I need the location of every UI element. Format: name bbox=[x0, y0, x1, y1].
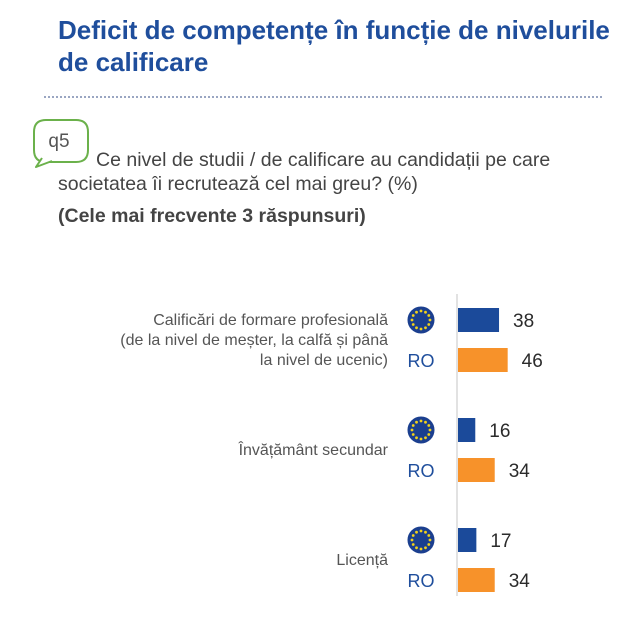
eu-flag-star bbox=[415, 436, 418, 440]
value-label: 34 bbox=[509, 461, 531, 482]
eu-flag-star bbox=[424, 436, 427, 440]
eu-flag-star bbox=[424, 310, 427, 314]
eu-flag-star bbox=[411, 424, 415, 427]
bar bbox=[458, 568, 495, 592]
eu-flag-star bbox=[427, 543, 431, 546]
question-number: q5 bbox=[48, 131, 69, 152]
eu-flag-icon bbox=[406, 415, 436, 445]
eu-flag-star bbox=[419, 437, 423, 441]
category-label: (de la nivel de meșter, la calfă și până bbox=[120, 332, 388, 349]
eu-flag-star bbox=[410, 318, 414, 322]
bar bbox=[458, 348, 508, 372]
eu-flag-star bbox=[428, 428, 432, 432]
bar bbox=[458, 528, 477, 552]
eu-flag-star bbox=[415, 326, 418, 330]
eu-flag-star bbox=[424, 326, 427, 330]
series-label-ro: RO bbox=[408, 351, 435, 371]
category-label: Licență bbox=[336, 552, 388, 569]
eu-flag-star bbox=[419, 547, 423, 551]
eu-flag-star bbox=[424, 530, 427, 534]
eu-flag-star bbox=[427, 433, 431, 436]
bar bbox=[458, 418, 476, 442]
bar bbox=[458, 458, 495, 482]
category-label: Învățământ secundar bbox=[238, 440, 389, 459]
eu-flag-star bbox=[415, 420, 418, 424]
category-label: la nivel de ucenic) bbox=[260, 352, 388, 369]
eu-flag-star bbox=[427, 424, 431, 427]
divider bbox=[44, 96, 602, 98]
eu-flag-star bbox=[415, 530, 418, 534]
eu-flag-star bbox=[411, 534, 415, 537]
eu-flag-icon bbox=[406, 305, 436, 335]
value-label: 46 bbox=[522, 351, 543, 372]
speech-bubble-icon bbox=[33, 119, 89, 163]
eu-flag-star bbox=[411, 543, 415, 546]
series-label-ro: RO bbox=[408, 571, 435, 591]
eu-flag-star bbox=[428, 538, 432, 542]
eu-flag-star bbox=[427, 314, 431, 317]
question-text: Ce nivel de studii / de calificare au ca… bbox=[58, 149, 551, 195]
eu-flag-star bbox=[428, 318, 432, 322]
series-label-ro: RO bbox=[408, 461, 435, 481]
eu-flag-star bbox=[419, 529, 423, 533]
question-subtitle: (Cele mai frecvente 3 răspunsuri) bbox=[58, 205, 366, 227]
value-label: 38 bbox=[513, 311, 534, 332]
page-title: Deficit de competențe în funcție de nive… bbox=[58, 15, 610, 77]
eu-flag-icon bbox=[406, 525, 436, 555]
eu-flag-star bbox=[427, 534, 431, 537]
eu-flag-star bbox=[415, 310, 418, 314]
question-badge: q5 bbox=[33, 119, 89, 168]
eu-flag-star bbox=[419, 327, 423, 331]
eu-flag-star bbox=[415, 546, 418, 550]
value-label: 17 bbox=[490, 531, 511, 552]
eu-flag-star bbox=[424, 546, 427, 550]
value-label: 34 bbox=[509, 571, 531, 592]
eu-flag-star bbox=[419, 309, 423, 313]
category-label: Calificări de formare profesională bbox=[153, 312, 388, 329]
eu-flag-star bbox=[424, 420, 427, 424]
eu-flag-star bbox=[410, 538, 414, 542]
value-label: 16 bbox=[489, 421, 510, 442]
eu-flag-star bbox=[411, 323, 415, 326]
eu-flag-star bbox=[419, 419, 423, 423]
bar-chart: Calificări de formare profesională (de la… bbox=[120, 294, 543, 596]
eu-flag-star bbox=[411, 433, 415, 436]
eu-flag-star bbox=[411, 314, 415, 317]
bar bbox=[458, 308, 500, 332]
eu-flag-star bbox=[427, 323, 431, 326]
eu-flag-star bbox=[410, 428, 414, 432]
